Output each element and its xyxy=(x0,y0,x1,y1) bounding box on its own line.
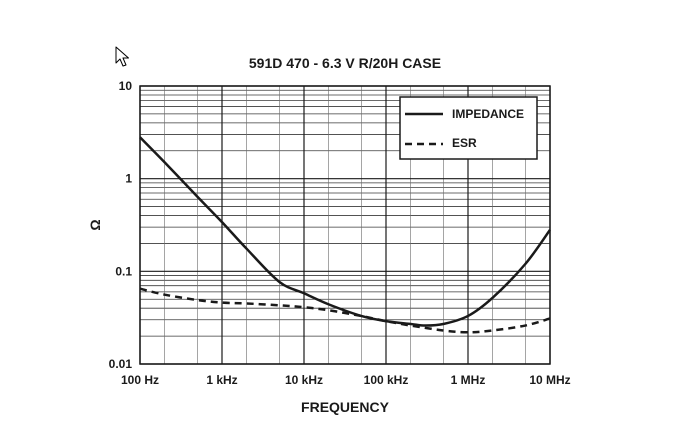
mouse-pointer-icon xyxy=(115,46,129,67)
minor-gridlines xyxy=(140,86,550,364)
y-tick-labels: 10 1 0.1 0.01 xyxy=(109,79,133,371)
y-tick-label: 0.01 xyxy=(109,357,133,371)
x-tick-label: 1 kHz xyxy=(206,373,237,387)
y-tick-label: 0.1 xyxy=(115,264,132,278)
legend-impedance-label: IMPEDANCE xyxy=(452,107,524,121)
x-tick-label: 100 kHz xyxy=(364,373,409,387)
x-tick-labels: 100 Hz 1 kHz 10 kHz 100 kHz 1 MHz 10 MHz xyxy=(121,373,571,387)
series-line-impedance xyxy=(139,136,552,327)
series-line-esr xyxy=(139,287,551,334)
legend-box xyxy=(399,96,538,160)
y-tick-label: 1 xyxy=(125,172,132,186)
x-tick-label: 1 MHz xyxy=(451,373,486,387)
x-tick-label: 100 Hz xyxy=(121,373,159,387)
x-tick-label: 10 kHz xyxy=(285,373,323,387)
series-layer xyxy=(139,136,552,334)
x-axis-label: FREQUENCY xyxy=(301,399,390,415)
chart-title: 591D 470 - 6.3 V R/20H CASE xyxy=(249,55,441,71)
legend-esr-label: ESR xyxy=(452,136,477,150)
legend: IMPEDANCE ESR xyxy=(399,96,538,160)
y-tick-label: 10 xyxy=(119,79,133,93)
plot-frame xyxy=(139,85,551,365)
x-tick-label: 10 MHz xyxy=(529,373,570,387)
y-axis-label: Ω xyxy=(87,219,103,230)
